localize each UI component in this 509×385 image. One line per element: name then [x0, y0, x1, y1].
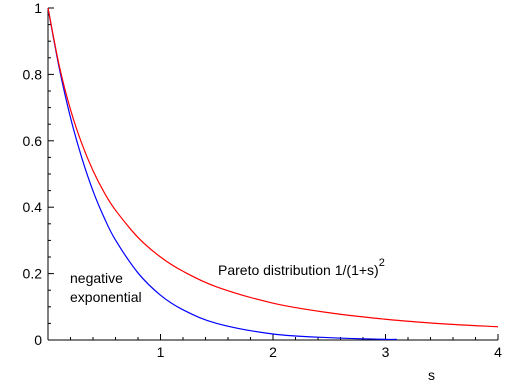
annotation-pareto-superscript: 2	[379, 257, 385, 269]
x-tick-label: 4	[494, 344, 502, 360]
annotation-pareto: Pareto distribution 1/(1+s)2	[218, 257, 385, 278]
x-tick-label: 2	[269, 344, 277, 360]
annotation-negative: negative	[70, 270, 123, 286]
y-tick-label: 0.6	[23, 133, 43, 149]
annotation-pareto-text: Pareto distribution 1/(1+s)	[218, 262, 379, 278]
y-tick-label: 1	[34, 0, 42, 16]
x-tick-label: 3	[382, 344, 390, 360]
series-line-negative-exponential	[47, 7, 397, 341]
x-axis-label: s	[428, 367, 435, 383]
y-tick-label: 0.8	[23, 66, 43, 82]
ticks: 1 2 3 4 0 0.2 0.4 0.6 0.8 1	[23, 0, 503, 360]
y-tick-label: 0.2	[23, 266, 43, 282]
series-line-pareto-distribution-1-1-s	[47, 7, 499, 328]
annotation-exponential: exponential	[70, 289, 142, 305]
series-layer	[47, 7, 499, 341]
y-tick-label: 0	[34, 332, 42, 348]
y-tick-label: 0.4	[23, 199, 43, 215]
x-tick-label: 1	[157, 344, 165, 360]
